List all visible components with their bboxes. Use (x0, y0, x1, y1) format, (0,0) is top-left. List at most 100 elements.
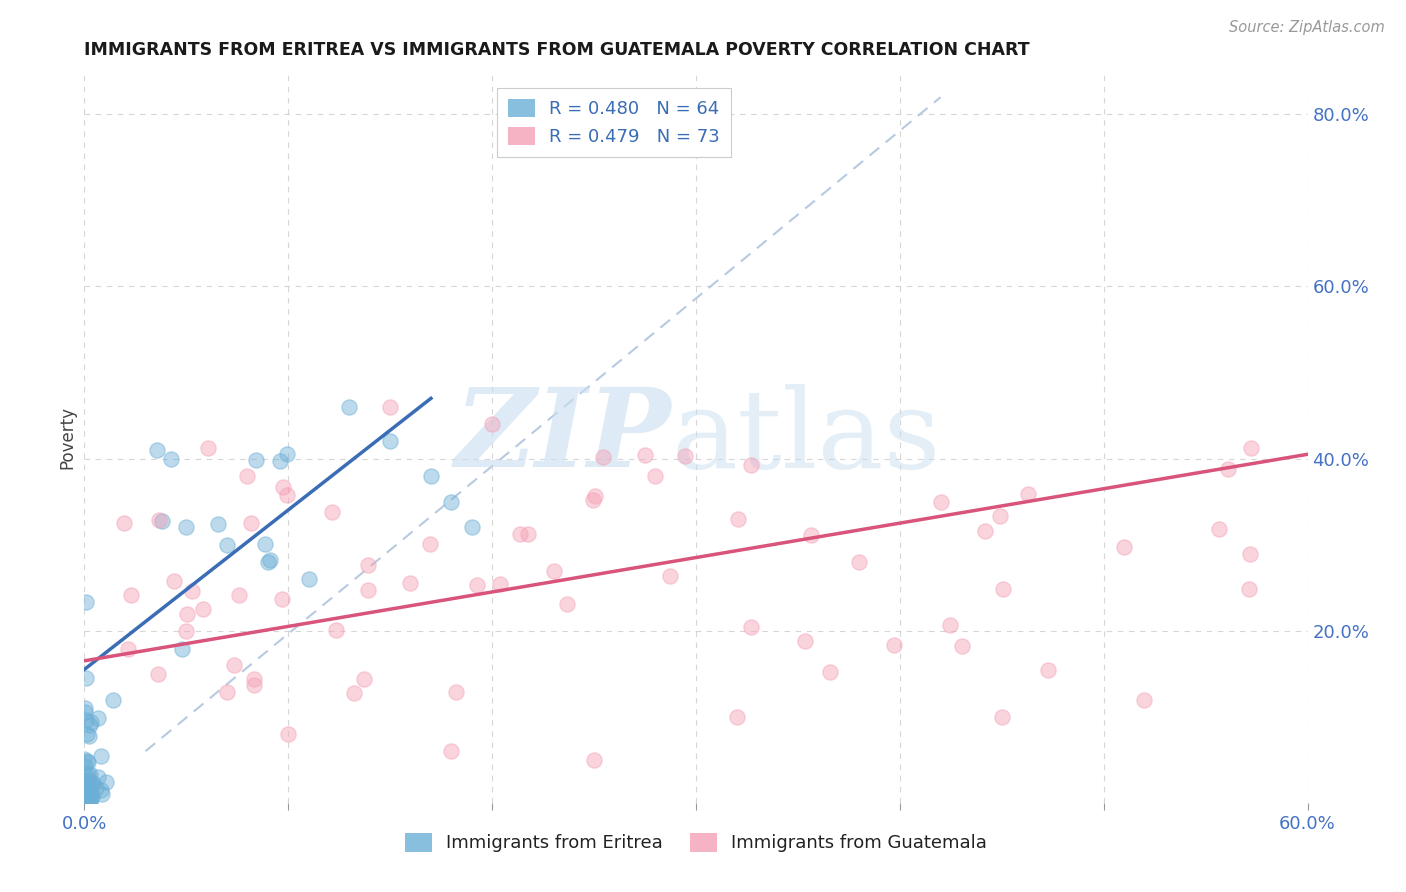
Point (357, 582, 380, 597)
Point (73, 752, 96, 766)
Point (73, 790, 96, 805)
Point (988, 509, 1011, 524)
Point (87, 711, 110, 725)
Point (79, 795, 101, 809)
Point (259, 553, 281, 567)
Point (101, 692, 124, 706)
Text: Source: ZipAtlas.com: Source: ZipAtlas.com (1229, 20, 1385, 35)
Point (73, 793, 96, 807)
Text: IMMIGRANTS FROM ERITREA VS IMMIGRANTS FROM GUATEMALA POVERTY CORRELATION CHART: IMMIGRANTS FROM ERITREA VS IMMIGRANTS FR… (84, 41, 1031, 59)
Point (79, 774, 101, 789)
Point (277, 727, 299, 741)
Point (325, 623, 347, 637)
Point (73, 773, 96, 788)
Point (644, 468, 666, 483)
Point (197, 441, 219, 455)
Point (800, 527, 823, 541)
Point (75, 770, 97, 784)
Point (228, 588, 250, 602)
Point (725, 710, 748, 724)
Point (1208, 522, 1230, 536)
Point (818, 665, 841, 679)
Point (240, 516, 263, 530)
Point (73, 779, 96, 793)
Point (148, 667, 170, 681)
Point (357, 558, 380, 573)
Point (398, 575, 420, 590)
Point (245, 452, 267, 467)
Point (673, 449, 696, 463)
Point (73, 705, 96, 719)
Point (94, 775, 117, 789)
Point (217, 538, 239, 552)
Point (1038, 663, 1060, 677)
Point (253, 537, 276, 551)
Point (509, 526, 531, 541)
Point (86, 780, 108, 795)
Point (77, 766, 100, 780)
Point (148, 513, 170, 527)
Point (444, 684, 467, 698)
Point (181, 584, 204, 599)
Point (73, 759, 96, 773)
Point (75, 594, 97, 608)
Point (1017, 486, 1039, 500)
Point (75, 787, 97, 801)
Point (176, 607, 198, 622)
Point (257, 555, 280, 569)
Point (276, 488, 298, 502)
Point (582, 493, 605, 508)
Point (1114, 540, 1136, 554)
Point (243, 678, 266, 692)
Point (343, 686, 366, 700)
Text: atlas: atlas (672, 384, 941, 491)
Point (339, 400, 361, 414)
Point (634, 448, 657, 462)
Point (76, 782, 98, 797)
Point (82, 776, 104, 790)
Point (353, 672, 375, 686)
Point (174, 520, 197, 534)
Point (321, 505, 343, 519)
Legend: Immigrants from Eritrea, Immigrants from Guatemala: Immigrants from Eritrea, Immigrants from… (398, 826, 994, 860)
Point (117, 642, 139, 657)
Point (481, 417, 503, 432)
Point (583, 490, 606, 504)
Point (461, 520, 484, 534)
Point (80, 789, 103, 804)
Point (77, 729, 100, 743)
Point (793, 634, 815, 648)
Point (76, 754, 98, 768)
Point (419, 537, 441, 551)
Point (77, 782, 100, 797)
Point (727, 512, 749, 526)
Point (76, 727, 98, 741)
Point (740, 620, 762, 634)
Point (87, 770, 110, 784)
Point (79, 781, 101, 796)
Point (440, 744, 463, 758)
Point (488, 577, 510, 591)
Point (75, 792, 97, 806)
Point (79, 796, 101, 810)
Point (950, 639, 973, 653)
Point (242, 673, 264, 687)
Point (1133, 692, 1156, 706)
Point (270, 591, 292, 606)
Point (112, 516, 135, 530)
Point (929, 494, 952, 508)
Point (583, 753, 606, 767)
Point (75, 714, 97, 728)
Point (269, 454, 291, 468)
Point (380, 400, 402, 414)
Point (80, 714, 103, 729)
Point (150, 514, 173, 528)
Point (76, 779, 98, 793)
Point (592, 450, 614, 464)
Text: ZIP: ZIP (456, 384, 672, 491)
Point (883, 638, 905, 652)
Point (172, 641, 194, 656)
Point (145, 443, 167, 458)
Point (939, 618, 962, 632)
Point (1216, 462, 1239, 476)
